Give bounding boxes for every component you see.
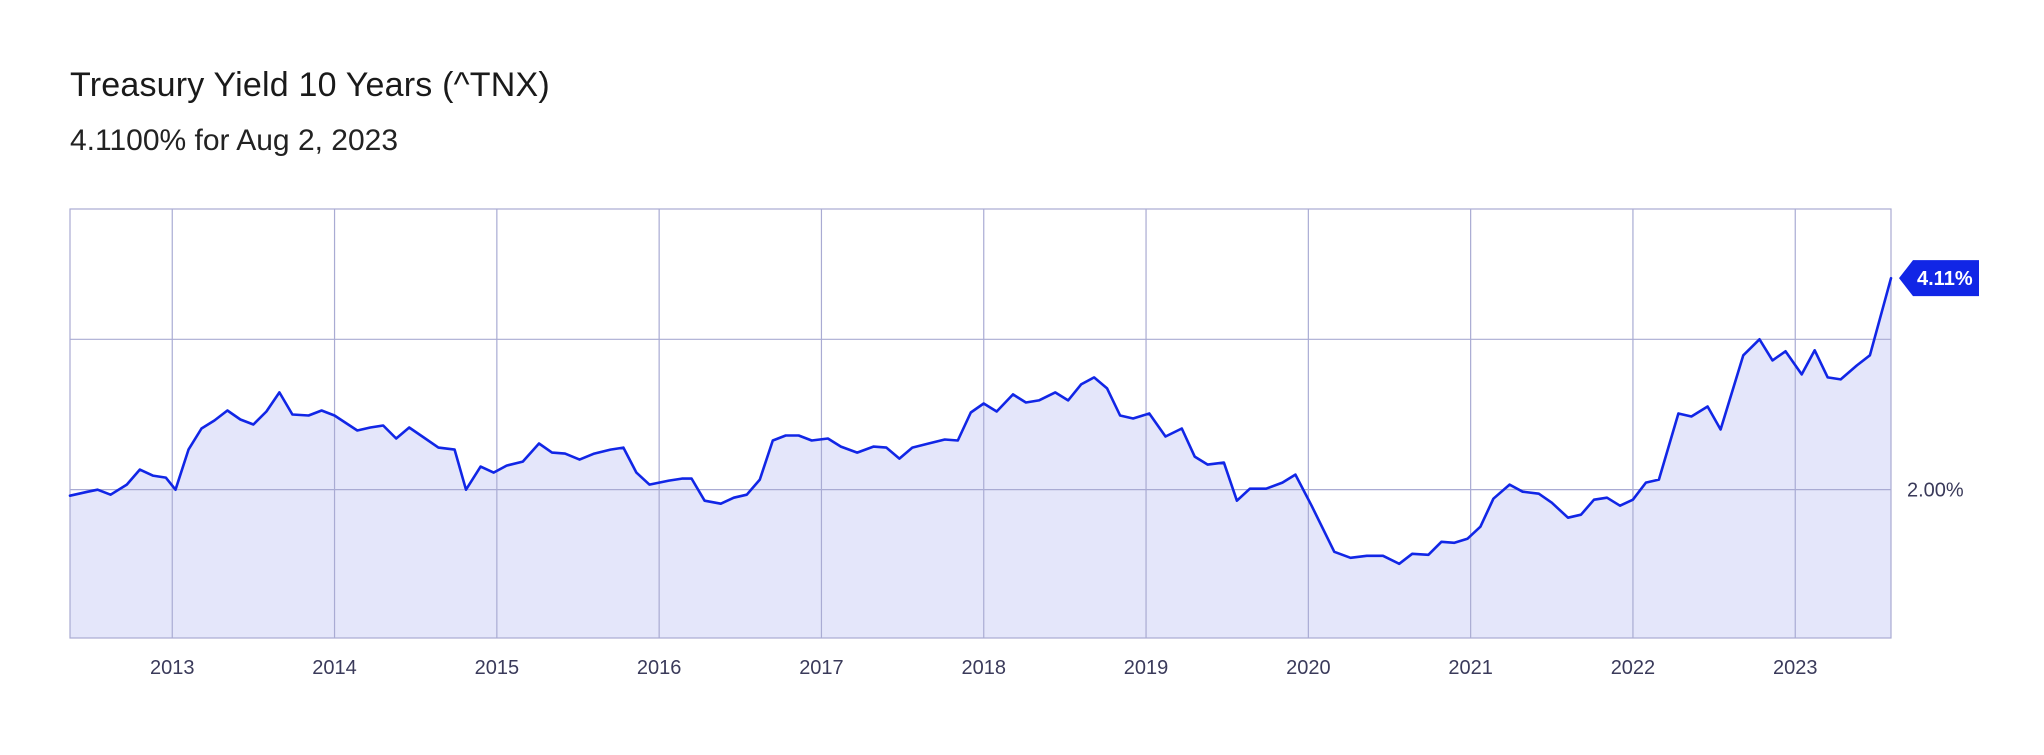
x-tick-label: 2013 [150,657,195,679]
badge-label: 4.11% [1917,268,1973,290]
yield-area-fill [70,278,1891,638]
x-tick-label: 2016 [637,657,682,679]
plot-frame [69,208,1892,639]
chart-title: Treasury Yield 10 Years (^TNX) [70,66,550,104]
x-tick-label: 2019 [1124,657,1169,679]
last-value-badge: 4.11% [1899,260,1979,297]
x-tick-label: 2023 [1773,657,1818,679]
x-tick-label: 2014 [312,657,357,679]
grid-layer [69,208,1892,639]
yield-line [68,276,1893,566]
y-tick-label: 2.00% [1907,480,1964,502]
chart-subtitle: 4.1100% for Aug 2, 2023 [70,124,399,157]
x-tick-label: 2017 [799,657,844,679]
badge-shape [1899,260,1979,297]
axis-layer: 2013 2014 2015 2016 2017 2018 2019 2020 2021 2022… [68,276,1964,679]
x-tick-label: 2018 [961,657,1006,679]
x-tick-label: 2020 [1286,657,1331,679]
x-tick-label: 2015 [475,657,520,679]
series-layer [70,278,1891,638]
x-tick-label: 2021 [1448,657,1493,679]
x-tick-label: 2022 [1611,657,1656,679]
